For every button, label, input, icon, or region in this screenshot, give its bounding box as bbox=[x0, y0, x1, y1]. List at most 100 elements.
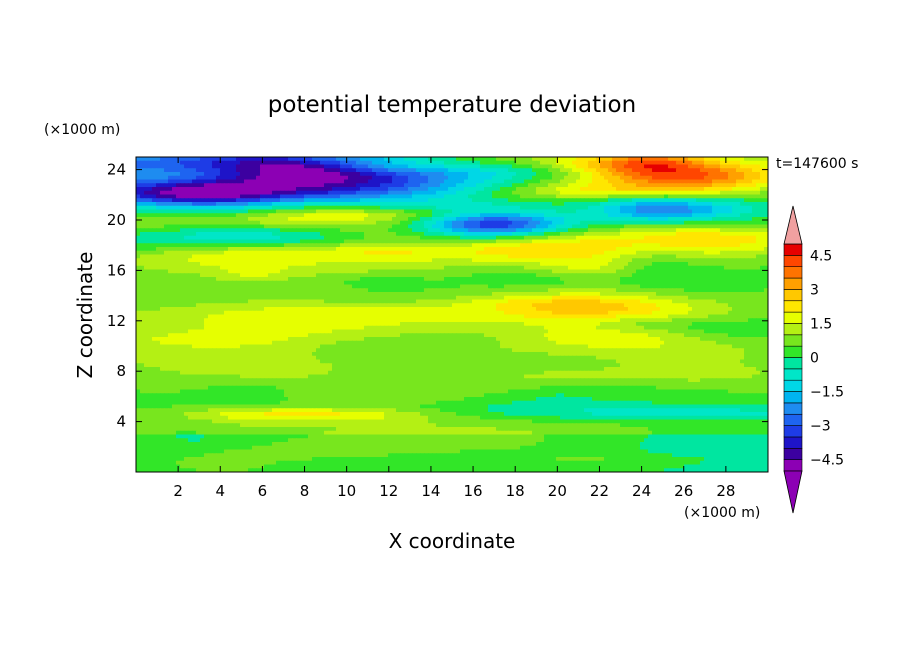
contour-cell bbox=[756, 239, 761, 244]
contour-cell bbox=[524, 157, 529, 162]
contour-cell bbox=[360, 217, 365, 222]
contour-cell bbox=[748, 243, 753, 248]
contour-cell bbox=[724, 258, 729, 263]
contour-cell bbox=[224, 175, 229, 181]
contour-cell bbox=[408, 265, 413, 271]
contour-cell bbox=[248, 172, 253, 177]
contour-cell bbox=[148, 220, 153, 226]
contour-cell bbox=[244, 247, 249, 252]
contour-cell bbox=[480, 258, 485, 263]
contour-cell bbox=[516, 243, 521, 248]
contour-cell bbox=[376, 194, 381, 199]
contour-cell bbox=[304, 160, 309, 166]
contour-cell bbox=[496, 164, 501, 169]
contour-cell bbox=[176, 183, 181, 188]
contour-cell bbox=[584, 175, 589, 181]
contour-cell bbox=[592, 247, 597, 252]
contour-cell bbox=[452, 172, 457, 177]
contour-cell bbox=[256, 160, 261, 166]
contour-cell bbox=[204, 243, 209, 248]
contour-cell bbox=[180, 235, 185, 241]
contour-cell bbox=[292, 243, 297, 248]
contour-cell bbox=[252, 217, 257, 222]
contour-cell bbox=[628, 202, 633, 207]
contour-cell bbox=[248, 243, 253, 248]
contour-cell bbox=[424, 235, 429, 241]
contour-cell bbox=[316, 160, 321, 166]
contour-cell bbox=[552, 160, 557, 166]
contour-cell bbox=[568, 254, 573, 259]
contour-cell bbox=[376, 254, 381, 259]
contour-cell bbox=[156, 187, 161, 192]
contour-cell bbox=[560, 217, 565, 222]
contour-cell bbox=[152, 157, 157, 162]
contour-cell bbox=[552, 258, 557, 263]
contour-cell bbox=[588, 213, 593, 218]
contour-cell bbox=[748, 190, 753, 196]
contour-cell bbox=[392, 220, 397, 226]
contour-cell bbox=[676, 164, 681, 169]
contour-cell bbox=[460, 250, 465, 256]
contour-cell bbox=[676, 220, 681, 226]
contour-cell bbox=[444, 179, 449, 184]
contour-cell bbox=[548, 164, 553, 169]
contour-cell bbox=[304, 269, 309, 274]
contour-cell bbox=[536, 239, 541, 244]
contour-cell bbox=[540, 164, 545, 169]
contour-cell bbox=[344, 183, 349, 188]
contour-cell bbox=[268, 247, 273, 252]
contour-cell bbox=[552, 224, 557, 229]
contour-cell bbox=[668, 183, 673, 188]
contour-cell bbox=[388, 228, 393, 233]
contour-cell bbox=[376, 179, 381, 184]
contour-cell bbox=[424, 269, 429, 274]
contour-cell bbox=[276, 160, 281, 166]
contour-cell bbox=[452, 160, 457, 166]
contour-cell bbox=[692, 269, 697, 274]
contour-cell bbox=[152, 202, 157, 207]
contour-cell bbox=[476, 232, 481, 237]
contour-cell bbox=[596, 187, 601, 192]
contour-cell bbox=[348, 164, 353, 169]
contour-cell bbox=[424, 179, 429, 184]
contour-cell bbox=[180, 172, 185, 177]
contour-cell bbox=[720, 209, 725, 214]
contour-cell bbox=[504, 190, 509, 196]
contour-cell bbox=[316, 168, 321, 173]
contour-cell bbox=[416, 243, 421, 248]
contour-cell bbox=[288, 194, 293, 199]
contour-cell bbox=[692, 209, 697, 214]
contour-cell bbox=[188, 194, 193, 199]
contour-cell bbox=[456, 224, 461, 229]
contour-cell bbox=[524, 269, 529, 274]
contour-cell bbox=[668, 239, 673, 244]
contour-cell bbox=[444, 198, 449, 203]
contour-cell bbox=[540, 209, 545, 214]
contour-cell bbox=[312, 187, 317, 192]
contour-cell bbox=[476, 254, 481, 259]
contour-cell bbox=[436, 273, 441, 278]
contour-cell bbox=[600, 198, 605, 203]
contour-cell bbox=[324, 273, 329, 278]
contour-cell bbox=[356, 157, 361, 162]
contour-cell bbox=[292, 220, 297, 226]
contour-cell bbox=[648, 262, 653, 267]
contour-cell bbox=[680, 175, 685, 181]
contour-cell bbox=[624, 265, 629, 271]
contour-cell bbox=[168, 228, 173, 233]
contour-cell bbox=[332, 232, 337, 237]
contour-cell bbox=[528, 258, 533, 263]
contour-cell bbox=[296, 183, 301, 188]
contour-cell bbox=[756, 235, 761, 241]
contour-cell bbox=[744, 160, 749, 166]
contour-cell bbox=[588, 250, 593, 256]
contour-cell bbox=[516, 205, 521, 211]
contour-cell bbox=[592, 262, 597, 267]
contour-cell bbox=[468, 217, 473, 222]
contour-cell bbox=[172, 258, 177, 263]
contour-cell bbox=[152, 224, 157, 229]
contour-cell bbox=[728, 202, 733, 207]
contour-cell bbox=[568, 175, 573, 181]
contour-cell bbox=[464, 258, 469, 263]
contour-cell bbox=[424, 262, 429, 267]
